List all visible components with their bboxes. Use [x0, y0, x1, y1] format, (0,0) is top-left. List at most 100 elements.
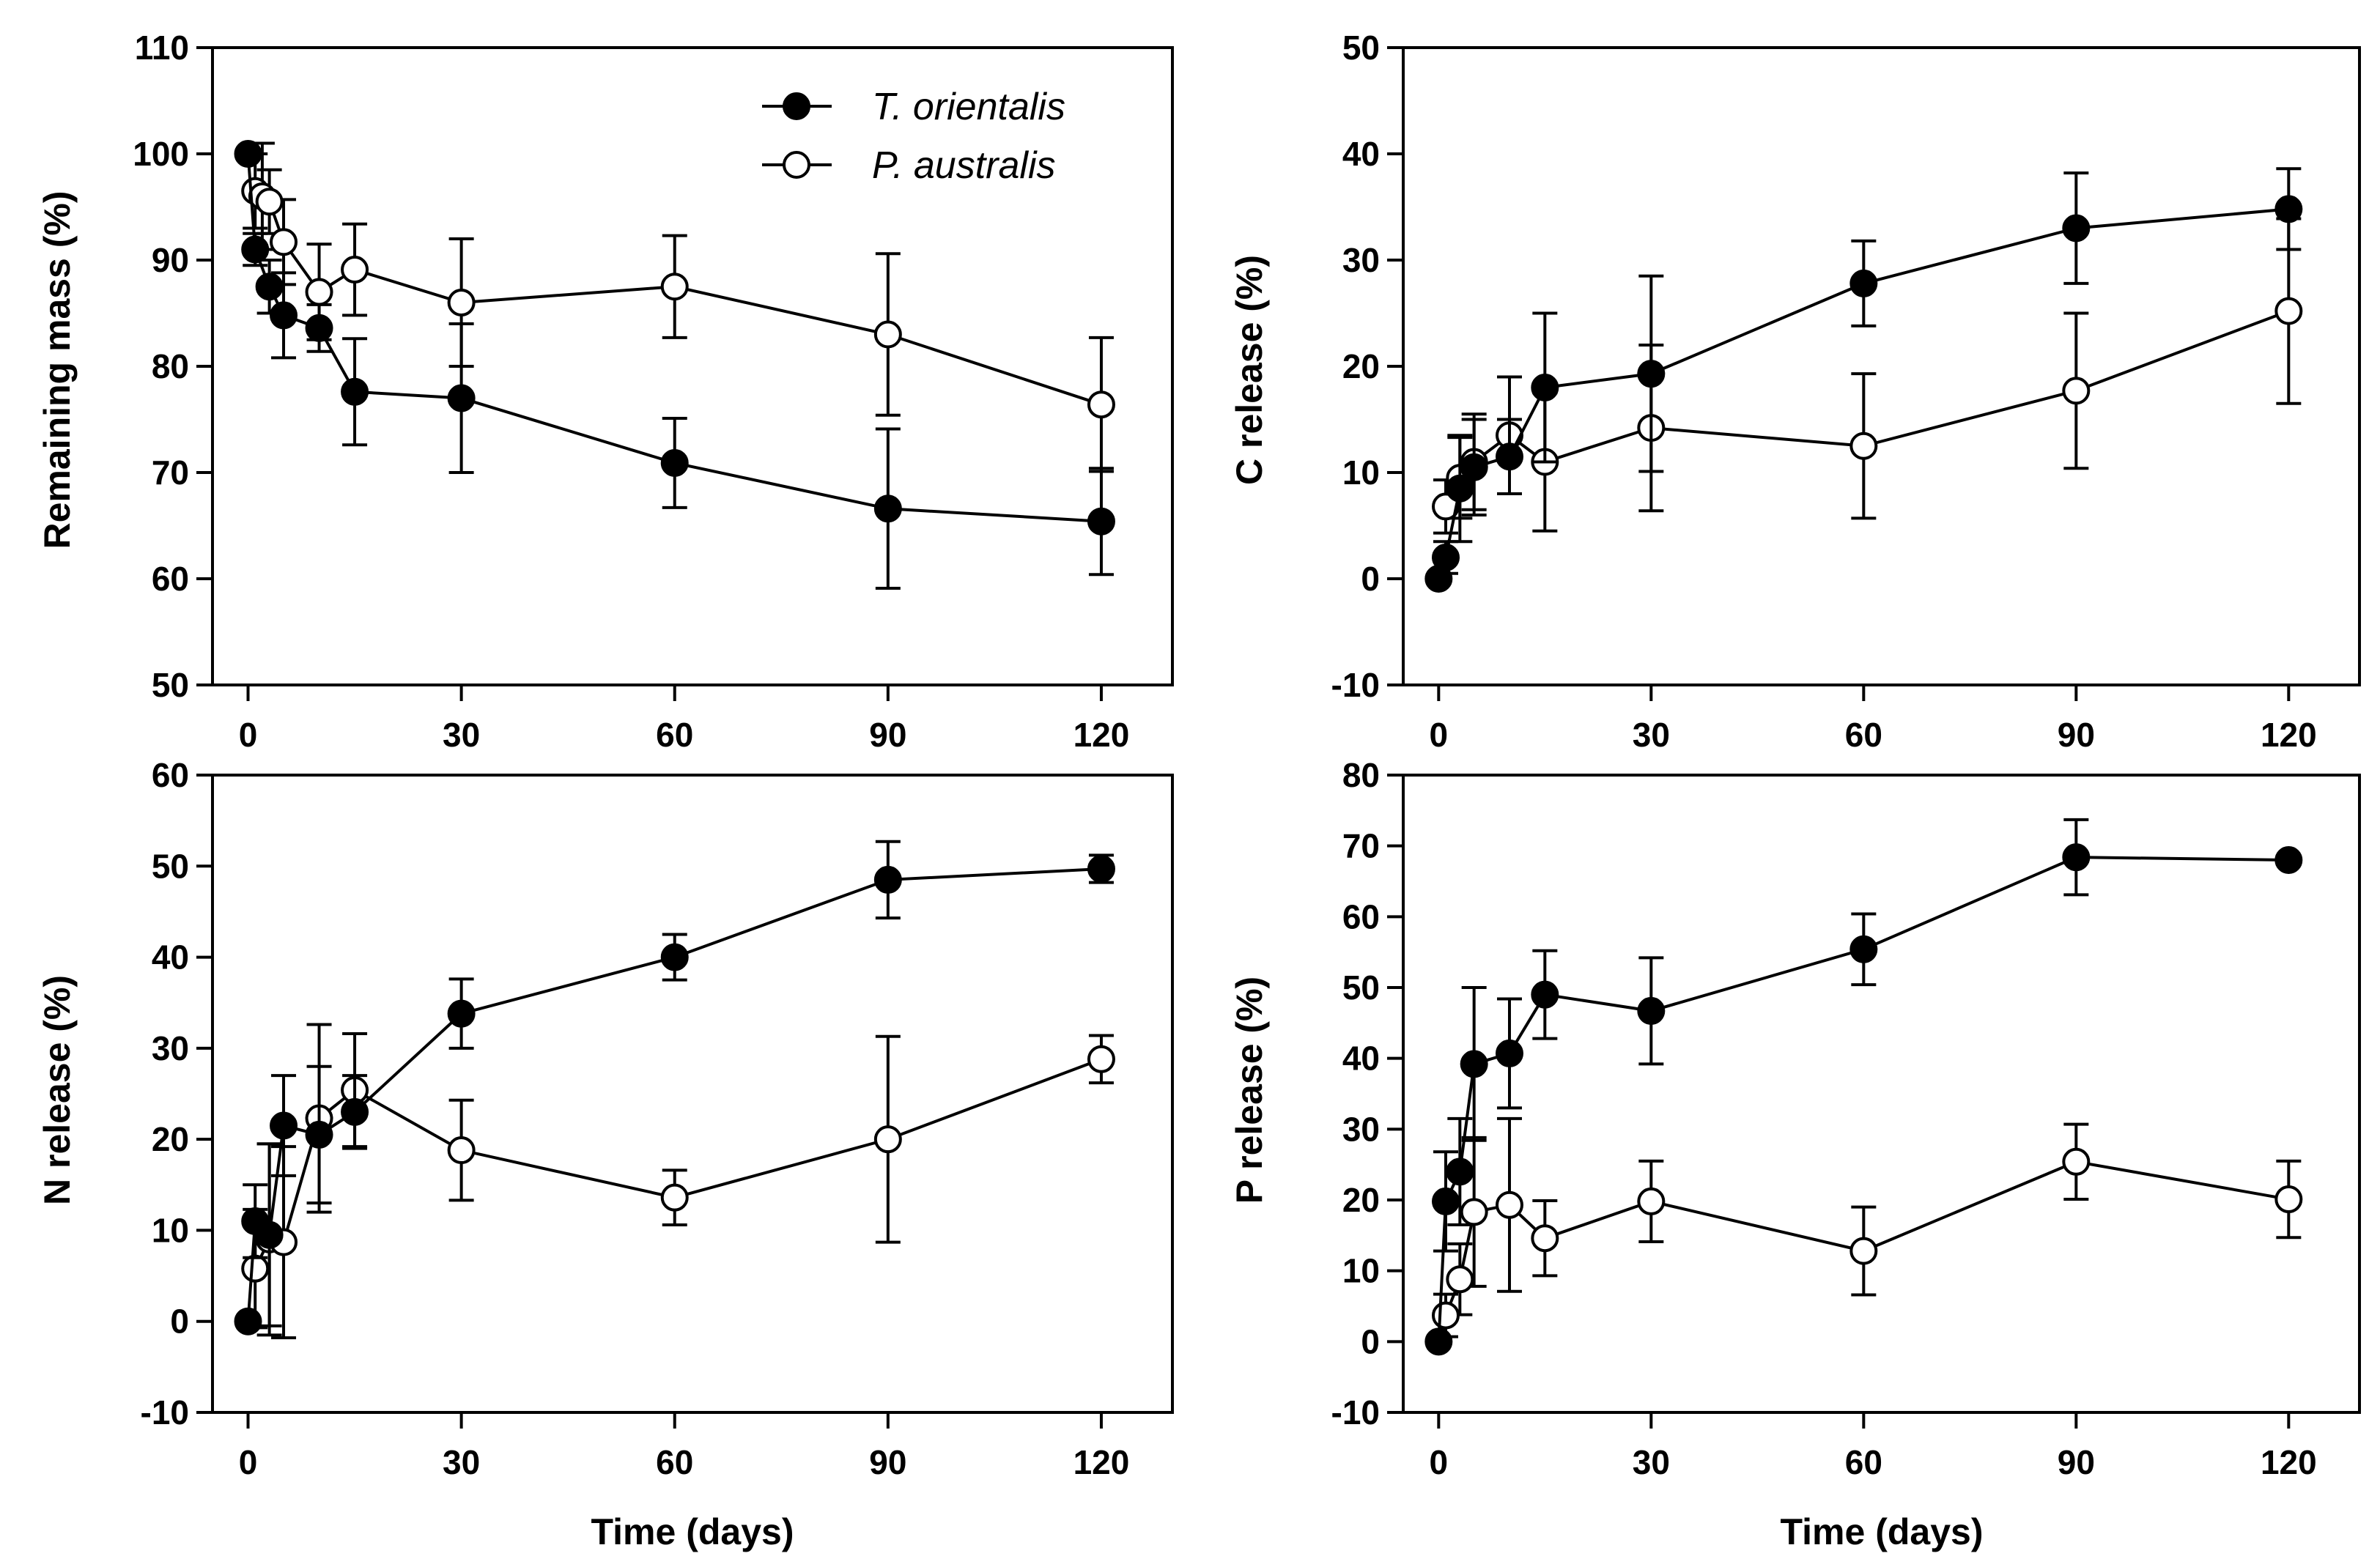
data-point: [447, 384, 476, 412]
data-point: [873, 494, 902, 523]
x-tick-label: 120: [1073, 716, 1130, 754]
data-point: [1432, 492, 1460, 521]
panel-n-release: N release (%) Time (days) -10 0 10 20 30 40 50…: [37, 756, 1174, 1552]
legend-label-t-orientalis: T. orientalis: [872, 86, 1065, 128]
panel-c-release: C release (%) -10 0 10 20 30 40 50 0 30 60 90 120: [1229, 29, 2361, 754]
data-point: [1496, 1190, 1523, 1219]
data-point: [1637, 1187, 1666, 1215]
y-tick-label: 90: [152, 241, 189, 279]
y-tick-label: 40: [1342, 135, 1380, 173]
data-point: [270, 301, 298, 330]
y-tick-label: 0: [170, 1303, 189, 1341]
series-line: [1437, 207, 2289, 579]
series-line: [246, 153, 1102, 523]
x-tick-label: 0: [239, 1443, 258, 1481]
data-point: [305, 314, 333, 342]
plot-frame: [1402, 774, 2361, 1414]
y-tick-label: 10: [1342, 1252, 1380, 1290]
y-axis-label: N release (%): [37, 975, 78, 1205]
x-tick-label: 30: [443, 1443, 480, 1481]
data-point: [1531, 980, 1559, 1009]
data-point: [2062, 214, 2091, 242]
legend-item-p-australis: P. australis: [762, 144, 1056, 187]
y-tick-label: 20: [1342, 347, 1380, 385]
y-axis-label: P release (%): [1229, 977, 1270, 1204]
data-point: [1087, 507, 1115, 536]
data-point: [341, 377, 369, 406]
legend-marker-t-orientalis: [783, 92, 810, 120]
data-point: [241, 235, 270, 264]
data-point: [270, 1111, 298, 1140]
legend: T. orientalis P. australis: [762, 86, 1065, 187]
y-axis-label: Remaining mass (%): [37, 190, 78, 549]
data-point: [1496, 442, 1523, 471]
data-point: [1446, 474, 1474, 503]
y-tick-label: 40: [152, 938, 189, 977]
y-tick-label: 100: [133, 135, 189, 173]
panel-remaining-mass: Remaining mass (%) 50 60 70 80 90 100 110 0 30 60…: [37, 29, 1174, 754]
data-point: [305, 278, 333, 306]
data-point: [1637, 360, 1666, 388]
x-tick-label: 30: [1633, 716, 1670, 754]
y-tick-label: 60: [152, 560, 189, 598]
series-line: [1437, 856, 2289, 1342]
y-tick-label: 20: [152, 1120, 189, 1158]
data-point: [873, 320, 902, 349]
data-point: [660, 273, 689, 301]
data-point: [255, 273, 284, 301]
y-axis-label: C release (%): [1229, 255, 1270, 485]
x-tick-label: 90: [869, 1443, 906, 1481]
y-tick-label: 50: [1342, 968, 1380, 1007]
series-p-australis: [1432, 1116, 2303, 1338]
data-point: [1849, 431, 1878, 460]
data-point: [873, 1125, 902, 1154]
data-point: [2062, 1147, 2091, 1176]
data-point: [2274, 195, 2303, 223]
x-tick-label: 120: [2261, 716, 2317, 754]
data-point: [660, 1183, 689, 1212]
data-point: [341, 1097, 369, 1126]
y-tick-label: 70: [152, 453, 189, 492]
data-point: [2274, 297, 2303, 325]
data-point: [1432, 1301, 1460, 1330]
x-tick-label: 90: [2058, 1443, 2095, 1481]
data-point: [1849, 1237, 1878, 1265]
y-tick-label: 50: [152, 847, 189, 885]
data-point: [2274, 1185, 2303, 1214]
x-tick-label: 60: [656, 1443, 693, 1481]
y-tick-label: 40: [1342, 1040, 1380, 1078]
data-point: [447, 1136, 476, 1165]
series-t-orientalis: [234, 840, 1115, 1336]
x-tick-label: 90: [2058, 716, 2095, 754]
y-tick-label: 10: [152, 1211, 189, 1249]
x-tick-label: 0: [1430, 1443, 1449, 1481]
panel-p-release: P release (%) Time (days) -10 0 10 20 30 40 50…: [1229, 756, 2361, 1552]
data-point: [1496, 1039, 1523, 1067]
plot-frame: [211, 774, 1174, 1414]
y-tick-label: -10: [1331, 1393, 1380, 1431]
legend-label-p-australis: P. australis: [872, 144, 1056, 187]
y-tick-label: 60: [152, 756, 189, 794]
y-tick-label: 110: [135, 29, 189, 67]
legend-item-t-orientalis: T. orientalis: [762, 86, 1065, 128]
y-tick-label: 30: [1342, 1110, 1380, 1148]
data-point: [447, 289, 476, 316]
data-point: [1531, 374, 1559, 401]
y-tick-label: 0: [1361, 560, 1380, 598]
data-point: [1637, 996, 1666, 1025]
x-tick-label: 30: [443, 716, 480, 754]
x-tick-label: 60: [656, 716, 693, 754]
y-tick-label: -10: [141, 1393, 189, 1431]
data-point: [255, 1220, 284, 1249]
data-point: [1087, 390, 1115, 419]
data-point: [1446, 1265, 1474, 1294]
data-point: [234, 1307, 262, 1336]
x-axis-label: Time (days): [591, 1511, 794, 1552]
data-point: [305, 1120, 333, 1149]
data-point: [447, 999, 476, 1028]
y-tick-label: 80: [1342, 756, 1380, 794]
series-p-australis: [241, 141, 1115, 473]
series-t-orientalis: [1424, 818, 2303, 1356]
